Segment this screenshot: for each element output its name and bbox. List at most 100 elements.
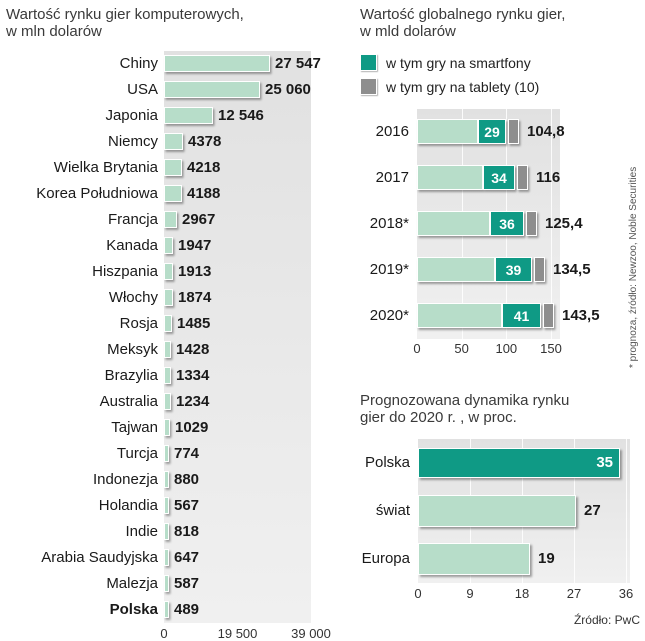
axis-tick-label: 19 500 (217, 625, 258, 641)
smartphone-legend-swatch (360, 54, 377, 71)
value-label: 1874 (178, 289, 212, 306)
bar (164, 471, 169, 488)
bar-row: Francja 2967 (6, 207, 356, 233)
chart-title: Wartość rynku gier komputerowych, w mln … (6, 6, 356, 41)
bar-row: Japonia 12 546 (6, 103, 356, 129)
category-label: Chiny (119, 55, 158, 72)
bar-row: USA 25 060 (6, 77, 356, 103)
total-label: 143,5 (562, 307, 600, 324)
value-label: 25 060 (265, 81, 311, 98)
bar-row: Hiszpania 1913 (6, 259, 356, 285)
category-label: Australia (99, 393, 158, 410)
chart-title-line2: w mld dolarów (360, 23, 456, 41)
category-label: Arabia Saudyjska (41, 549, 158, 566)
chart-title-line2: gier do 2020 r. , w proc. (360, 409, 517, 427)
bar-row: Australia 1234 (6, 389, 356, 415)
category-label: Turcja (116, 445, 158, 462)
category-label: Polska (109, 601, 158, 618)
smartphone-segment: 36 (490, 211, 524, 236)
bar-row: Rosja 1485 (6, 311, 356, 337)
bar (164, 81, 260, 98)
bar (164, 133, 183, 150)
bar (164, 575, 169, 592)
tablet-segment (508, 119, 519, 144)
chart-body: Polska 35 świat 27 Europa 19 0 9 18 27 36 (360, 438, 642, 601)
left-chart-rows: Chiny 27 547 USA 25 060 Japonia 12 546 Niemcy 4… (6, 51, 356, 623)
category-label: Francja (107, 211, 158, 228)
source-label: Źródło: PwC (573, 612, 640, 627)
bar (164, 289, 173, 306)
value-label: 27 547 (275, 55, 321, 72)
stacked-bar: 29 (417, 119, 519, 144)
value-label: 489 (174, 601, 200, 618)
bar (164, 55, 270, 72)
value-label: 12 546 (218, 107, 264, 124)
bar-row: Brazylia 1334 (6, 363, 356, 389)
bar (164, 497, 169, 514)
chart-body: Chiny 27 547 USA 25 060 Japonia 12 546 Niemcy 4… (6, 50, 356, 641)
value-label: 2967 (182, 211, 216, 228)
category-label: Niemcy (107, 133, 158, 150)
bar-row: Indonezja 880 (6, 467, 356, 493)
other-games-segment (417, 303, 502, 328)
bar-row: Korea Południowa 4188 (6, 181, 356, 207)
category-label: Wielka Brytania (53, 159, 158, 176)
total-label: 116 (536, 169, 561, 186)
value-label: 19 (538, 550, 555, 567)
tablet-segment (543, 303, 554, 328)
other-games-segment (417, 165, 483, 190)
bar-row: Niemcy 4378 (6, 129, 356, 155)
category-label: Polska (364, 454, 410, 471)
stacked-bar: 36 (417, 211, 537, 236)
bar-row: Turcja 774 (6, 441, 356, 467)
bar (164, 263, 173, 280)
category-label: Europa (361, 550, 410, 567)
bar (164, 549, 169, 566)
category-label: Tajwan (111, 419, 158, 436)
bar (164, 445, 169, 462)
chart-title: Wartość globalnego rynku gier, w mld dol… (360, 6, 638, 41)
bar (164, 237, 173, 254)
bar (164, 107, 213, 124)
value-label: 4188 (187, 185, 221, 202)
axis-tick-label: 0 (414, 585, 422, 601)
bar-row: Polska 35 (360, 439, 642, 487)
value-label: 1334 (176, 367, 210, 384)
global-chart-axis: 0 50 100 150 (413, 341, 561, 356)
dynamics-chart-axis: 0 9 18 27 36 (414, 586, 633, 601)
other-games-segment (417, 211, 490, 236)
category-label: Hiszpania (92, 263, 158, 280)
bar-row: Tajwan 1029 (6, 415, 356, 441)
global-chart-rows: 2016 29 104,8 2017 34 116 2018* 36 125,4 2019* 39 1… (360, 109, 638, 339)
value-label: 587 (174, 575, 200, 592)
bar (164, 185, 182, 202)
value-label: 4378 (188, 133, 222, 150)
dynamics-chart-rows: Polska 35 świat 27 Europa 19 (360, 439, 642, 583)
gridline (551, 108, 552, 339)
market-dynamics-chart: Prognozowana dynamika rynku gier do 2020… (360, 392, 642, 627)
value-label: 567 (174, 497, 200, 514)
year-label: 2016 (375, 123, 409, 140)
value-label: 818 (174, 523, 200, 540)
bar-row: Holandia 567 (6, 493, 356, 519)
value-label: 880 (174, 471, 200, 488)
category-label: Indie (125, 523, 158, 540)
tablet-segment (517, 165, 528, 190)
bar-row: Malezja 587 (6, 571, 356, 597)
bar (418, 494, 576, 527)
total-label: 134,5 (553, 261, 591, 278)
axis-tick-label: 0 (413, 340, 421, 356)
bar-row: 2018* 36 125,4 (360, 201, 638, 247)
legend: w tym gry na smartfony w tym gry na tabl… (360, 51, 638, 99)
category-label: Indonezja (92, 471, 158, 488)
left-chart-axis: 0 19 500 39 000 (160, 625, 331, 641)
value-label: 1234 (176, 393, 210, 410)
chart-title-line1: Prognozowana dynamika rynku (360, 392, 570, 409)
legend-item-smartphones: w tym gry na smartfony (360, 51, 638, 75)
bar: 35 (418, 447, 620, 478)
category-label: Kanada (106, 237, 158, 254)
bar-row: Włochy 1874 (6, 285, 356, 311)
category-label: Malezja (106, 575, 158, 592)
bar (164, 601, 169, 618)
gridline (626, 438, 627, 583)
